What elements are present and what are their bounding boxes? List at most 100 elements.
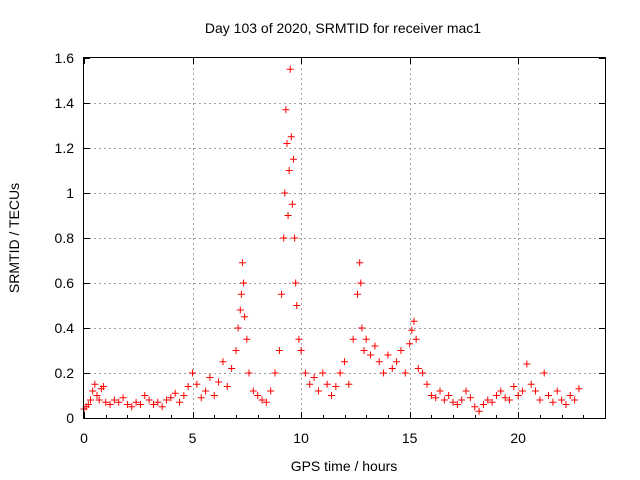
data-point [562,401,570,408]
data-point [289,155,297,163]
data-point [245,369,253,377]
data-point [360,347,368,354]
data-point [453,401,461,408]
data-point [327,392,335,399]
data-point [91,380,99,388]
data-point [158,403,166,411]
data-point [210,392,218,399]
data-point [219,358,227,366]
grid-lines [84,58,605,418]
data-point [281,189,289,197]
data-point [384,351,392,359]
data-point [545,392,553,399]
data-point [154,398,162,406]
data-point [397,347,405,354]
data-point [375,358,383,366]
data-point [286,65,294,73]
data-point [341,358,348,366]
data-point [141,392,149,399]
data-point [292,279,300,287]
data-point [367,351,375,359]
data-point [282,106,290,114]
y-tick-label: 1.2 [55,140,75,156]
data-point [297,347,305,354]
data-point [106,401,114,408]
data-point [532,387,540,395]
y-tick-label: 1.4 [55,95,75,111]
y-tick-label: 0.2 [55,365,75,381]
data-point [319,369,327,377]
data-point [380,369,388,377]
data-point [287,133,295,141]
data-point [193,380,201,388]
data-point [93,392,101,399]
data-point [110,396,118,404]
data-point [458,396,466,404]
data-point [95,396,103,404]
data-point [345,380,353,388]
data-point [419,369,427,377]
data-point [484,396,492,404]
data-point [401,369,409,377]
data-points [80,65,583,415]
data-point [527,380,535,388]
data-point [167,394,175,402]
data-point [87,396,95,404]
data-point [275,347,283,354]
data-point [280,234,288,242]
data-point [440,396,448,404]
data-point [285,167,293,174]
data-point [371,342,379,350]
data-point [427,392,435,399]
data-point [566,392,574,399]
y-axis-label: SRMTID / TECUs [6,183,22,293]
data-point [536,396,544,404]
x-tick-label: 10 [293,430,309,446]
data-point [102,398,110,406]
y-tick-labels: 0 0.2 0.4 0.6 0.8 1 1.2 1.4 1.6 [55,50,75,426]
data-point [206,374,214,381]
data-point [505,396,513,404]
x-tick-label: 5 [189,430,197,446]
data-point [254,392,262,399]
data-point [301,369,309,377]
data-point [393,358,401,366]
data-point [258,396,266,404]
data-point [432,394,440,402]
data-point [295,335,303,343]
data-point [332,383,340,390]
data-point [215,378,223,386]
x-tick-label: 15 [402,430,418,446]
data-point [162,396,170,404]
plot-frame [83,57,606,419]
data-point [180,392,188,399]
data-point [89,387,97,395]
data-point [189,369,197,377]
data-point [549,398,557,406]
data-point [488,398,496,406]
data-point [123,401,131,408]
data-point [410,317,418,325]
data-point [510,383,518,390]
data-point [357,279,365,287]
data-point [293,302,301,309]
data-point [84,401,92,408]
data-point [291,234,299,242]
chart-title: Day 103 of 2020, SRMTID for receiver mac… [205,20,481,36]
data-point [553,387,561,395]
data-point [323,380,331,388]
data-point [262,398,270,406]
data-point [492,392,500,399]
x-tick-label: 20 [510,430,526,446]
data-point [232,347,240,354]
data-point [184,383,192,390]
data-point [237,290,245,298]
data-point [388,365,396,372]
data-point [336,369,344,377]
data-point [514,392,522,399]
data-point [238,259,246,267]
data-point [176,398,184,406]
data-point [228,365,236,372]
data-point [479,401,487,408]
data-point [149,401,157,408]
